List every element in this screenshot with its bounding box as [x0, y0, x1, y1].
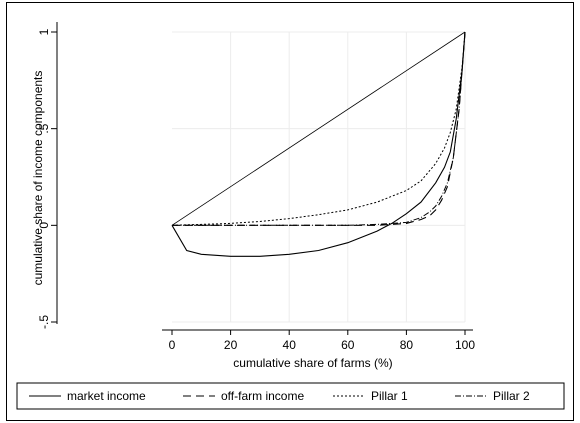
x-tick-label: 20: [224, 338, 238, 352]
legend-box: [16, 382, 565, 410]
y-tick-label: -.5: [37, 315, 51, 329]
equality-line: [171, 31, 466, 226]
x-tick-label: 60: [341, 338, 355, 352]
x-tick-label: 40: [283, 338, 297, 352]
x-axis-label: cumulative share of farms (%): [233, 356, 392, 370]
legend-label: Pillar 1: [371, 389, 408, 403]
y-axis-label: cumulative share of income components: [31, 71, 45, 286]
chart: 0 20 40 60 80 100 -.5 0 .5 1 cumulative share of …: [16, 22, 565, 410]
series-layer: [171, 31, 466, 257]
x-tick-label: 0: [169, 338, 176, 352]
x-tick-label: 80: [400, 338, 414, 352]
series-line-pillar-2: [172, 31, 466, 226]
y-tick-label: .5: [37, 123, 51, 133]
legend: market income off-farm income Pillar 1 Pill…: [16, 382, 565, 410]
y-tick-label: 0: [37, 222, 51, 229]
legend-label: market income: [67, 389, 146, 403]
series-line-off-farm-income: [172, 31, 466, 226]
grid-layer: [172, 31, 466, 323]
series-line-market-income: [171, 31, 466, 257]
legend-label: Pillar 2: [493, 389, 530, 403]
axes-layer: 0 20 40 60 80 100 -.5 0 .5 1: [37, 22, 475, 352]
y-tick-label: 1: [37, 28, 51, 35]
x-tick-label: 100: [455, 338, 475, 352]
series-line-pillar-1: [171, 31, 466, 226]
legend-label: off-farm income: [221, 389, 304, 403]
chart-frame: 0 20 40 60 80 100 -.5 0 .5 1 cumulative share of …: [6, 2, 574, 421]
